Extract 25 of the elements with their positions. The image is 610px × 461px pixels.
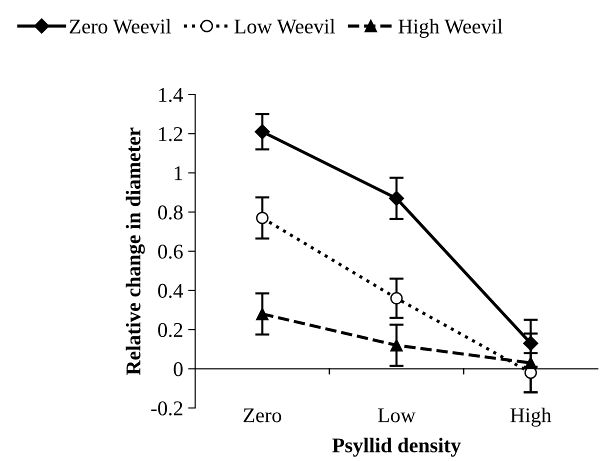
- legend-label: High Weevil: [398, 18, 502, 38]
- y-axis-title: Relative change in diameter: [126, 128, 145, 375]
- y-tick-label: 0.8: [158, 205, 183, 220]
- legend-label: Low Weevil: [234, 18, 336, 34]
- legend-label: Zero Weevil: [70, 18, 171, 34]
- point: [388, 190, 404, 206]
- y-tick-label: 1.2: [159, 127, 182, 142]
- y-tick-label: 0.6: [158, 244, 183, 259]
- y-tick-label: -0.2: [151, 401, 182, 416]
- y-tick-label: 1: [174, 166, 182, 180]
- x-tick-label: Zero: [244, 408, 282, 422]
- point: [390, 292, 403, 305]
- x-axis-title: Psyllid density: [332, 438, 461, 457]
- y-tick-label: 0.2: [158, 322, 182, 338]
- y-tick-label: 0: [174, 362, 183, 376]
- y-tick-label: 1.4: [159, 88, 184, 102]
- point: [256, 308, 269, 320]
- point: [256, 212, 269, 224]
- x-tick-label: High: [510, 408, 552, 427]
- point: [390, 339, 403, 352]
- y-tick-label: 0.4: [158, 284, 184, 298]
- point: [524, 356, 537, 370]
- point: [523, 336, 538, 351]
- point: [254, 124, 270, 140]
- x-tick-label: Low: [378, 408, 416, 422]
